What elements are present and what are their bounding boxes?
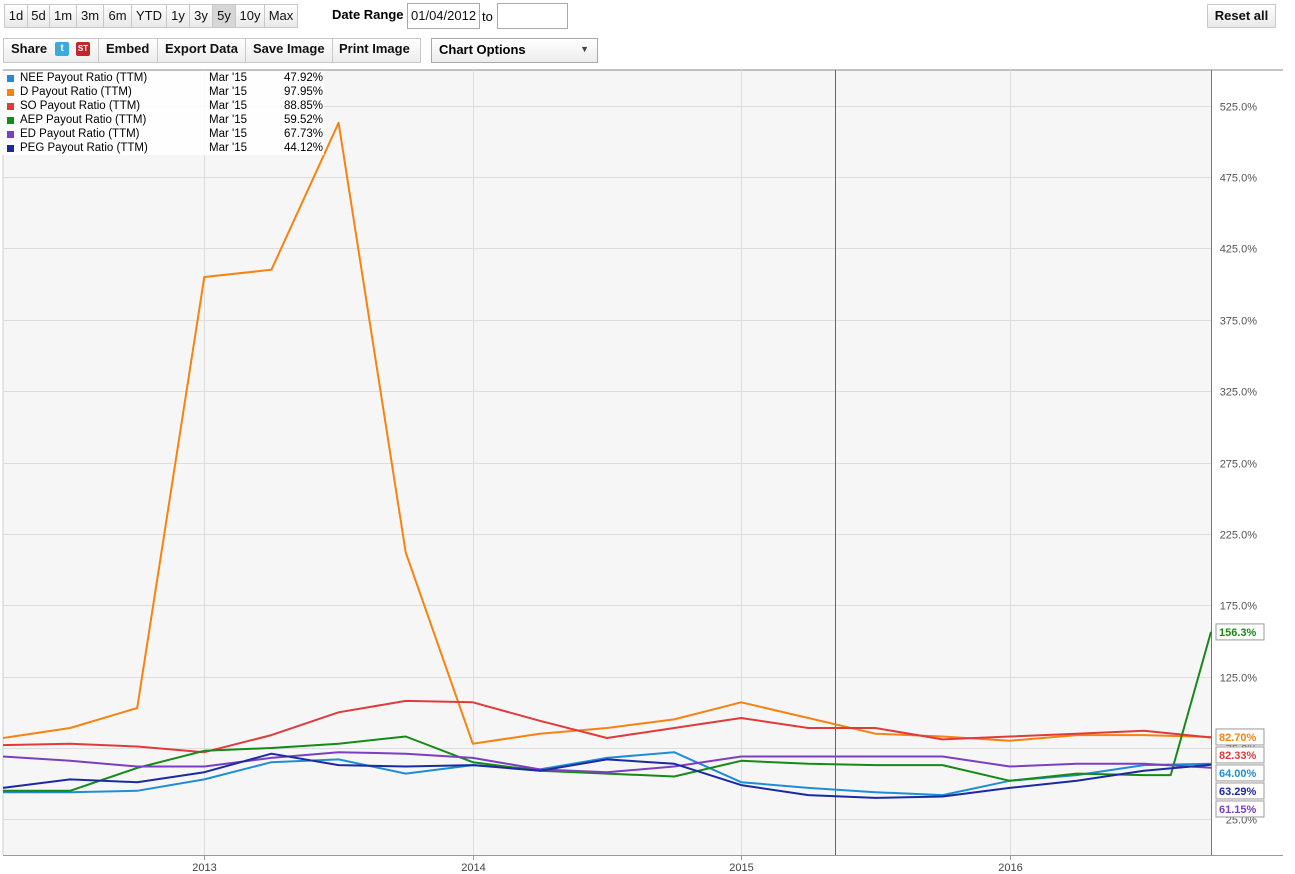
legend-swatch xyxy=(7,75,14,82)
legend-value: 67.73% xyxy=(284,128,324,140)
range-button-5y[interactable]: 5y xyxy=(212,4,236,28)
end-value-label: 61.15% xyxy=(1215,800,1265,818)
to-label: to xyxy=(482,9,493,24)
x-tick-label: 2016 xyxy=(998,862,1022,874)
range-button-3y[interactable]: 3y xyxy=(189,4,213,28)
x-tick-label: 2015 xyxy=(729,862,753,874)
legend-date: Mar '15 xyxy=(209,128,247,140)
series-line-so xyxy=(2,699,1212,754)
chart-options-dropdown[interactable]: Chart Options ▼ xyxy=(431,38,598,63)
save-image-button[interactable]: Save Image xyxy=(253,41,325,56)
legend-swatch xyxy=(7,103,14,110)
range-button-1d[interactable]: 1d xyxy=(4,4,28,28)
end-value-text: 156.3% xyxy=(1219,627,1257,639)
y-tick-label: 275.0% xyxy=(1220,459,1258,471)
end-value-text: 61.15% xyxy=(1219,804,1257,816)
y-tick-label: 475.0% xyxy=(1220,173,1258,185)
series-line-ed xyxy=(2,751,1212,774)
end-value-box xyxy=(1215,746,1265,764)
end-value-text: 63.29% xyxy=(1219,786,1257,798)
print-image-button[interactable]: Print Image xyxy=(339,41,410,56)
legend-swatch xyxy=(7,131,14,138)
range-button-ytd[interactable]: YTD xyxy=(131,4,167,28)
legend-item[interactable]: AEP Payout Ratio (TTM) Mar '15 59.52% xyxy=(2,113,324,127)
legend-date: Mar '15 xyxy=(209,86,247,98)
end-value-box xyxy=(1215,800,1265,818)
y-tick-label: 175.0% xyxy=(1220,601,1258,613)
legend-item[interactable]: ED Payout Ratio (TTM) Mar '15 67.73% xyxy=(2,127,324,141)
series-line-aep xyxy=(3,631,1212,792)
series-line-peg xyxy=(2,752,1212,799)
legend-date: Mar '15 xyxy=(209,142,247,154)
range-button-1m[interactable]: 1m xyxy=(49,4,77,28)
range-button-1y[interactable]: 1y xyxy=(166,4,190,28)
end-value-box xyxy=(1215,764,1265,782)
legend: NEE Payout Ratio (TTM) Mar '15 47.92% D Pay… xyxy=(2,71,324,155)
legend-date: Mar '15 xyxy=(209,114,247,126)
date-from-input[interactable]: 01/04/2012 xyxy=(407,3,480,29)
y-tick-label: 125.0% xyxy=(1220,673,1258,685)
legend-swatch xyxy=(7,145,14,152)
twitter-icon[interactable]: t xyxy=(55,42,69,56)
chevron-down-icon: ▼ xyxy=(580,44,589,54)
legend-value: 88.85% xyxy=(284,100,324,112)
y-tick-label: 425.0% xyxy=(1220,244,1258,256)
y-tick-label: 325.0% xyxy=(1220,387,1258,399)
end-value-label: 82.70% xyxy=(1215,728,1265,746)
x-tick-label: 2013 xyxy=(192,862,216,874)
legend-name: NEE Payout Ratio (TTM) xyxy=(20,72,148,84)
range-button-5d[interactable]: 5d xyxy=(27,4,50,28)
date-to-input[interactable] xyxy=(497,3,568,29)
legend-date: Mar '15 xyxy=(209,72,247,84)
toolbar-2 xyxy=(3,38,421,63)
x-tick-label: 2014 xyxy=(461,862,485,874)
chart-options-label: Chart Options xyxy=(439,42,526,57)
range-button-max[interactable]: Max xyxy=(264,4,298,28)
legend-swatch xyxy=(7,89,14,96)
series-line-d xyxy=(2,121,1212,745)
reset-all-button[interactable]: Reset all xyxy=(1207,4,1276,28)
legend-item[interactable]: NEE Payout Ratio (TTM) Mar '15 47.92% xyxy=(2,71,324,85)
end-value-label: 64.00% xyxy=(1215,764,1265,782)
legend-value: 47.92% xyxy=(284,72,324,84)
y-tick-label: 375.0% xyxy=(1220,316,1258,328)
share-button[interactable]: Share xyxy=(11,41,48,56)
legend-name: ED Payout Ratio (TTM) xyxy=(20,128,140,140)
end-value-box xyxy=(1215,623,1265,641)
y-tick-label: 25.0% xyxy=(1226,815,1257,827)
legend-name: PEG Payout Ratio (TTM) xyxy=(20,142,148,154)
end-value-box xyxy=(1215,728,1265,746)
legend-value: 97.95% xyxy=(284,86,324,98)
end-value-box xyxy=(1215,782,1265,800)
export-data-button[interactable]: Export Data xyxy=(165,41,238,56)
legend-item[interactable]: PEG Payout Ratio (TTM) Mar '15 44.12% xyxy=(2,141,324,155)
legend-date: Mar '15 xyxy=(209,100,247,112)
end-value-label: 82.33% xyxy=(1215,746,1265,764)
y-tick-label: 525.0% xyxy=(1220,102,1258,114)
date-range-label: Date Range xyxy=(332,7,404,22)
legend-item[interactable]: D Payout Ratio (TTM) Mar '15 97.95% xyxy=(2,85,324,99)
embed-button[interactable]: Embed xyxy=(106,41,150,56)
legend-name: AEP Payout Ratio (TTM) xyxy=(20,114,147,126)
stocktwits-icon[interactable]: ST xyxy=(76,42,90,56)
y-tick-label: 225.0% xyxy=(1220,530,1258,542)
end-value-text: 64.00% xyxy=(1219,768,1257,780)
end-value-label: 156.3% xyxy=(1215,623,1265,641)
end-value-label: 63.29% xyxy=(1215,782,1265,800)
end-value-text: 82.33% xyxy=(1219,750,1257,762)
legend-value: 59.52% xyxy=(284,114,324,126)
legend-name: D Payout Ratio (TTM) xyxy=(20,86,132,98)
legend-item[interactable]: SO Payout Ratio (TTM) Mar '15 88.85% xyxy=(2,99,324,113)
legend-value: 44.12% xyxy=(284,142,324,154)
legend-name: SO Payout Ratio (TTM) xyxy=(20,100,141,112)
legend-swatch xyxy=(7,117,14,124)
end-value-text: 82.70% xyxy=(1219,732,1257,744)
